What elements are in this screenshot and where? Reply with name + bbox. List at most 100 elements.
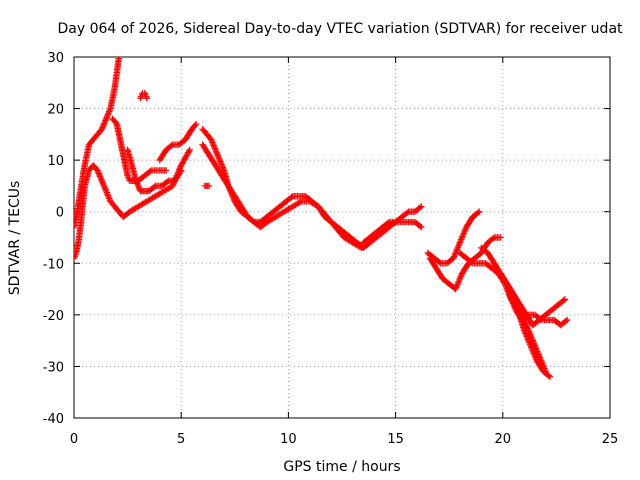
point-track-a-8 (102, 115, 110, 123)
x-tick-label-0: 0 (70, 432, 78, 447)
fill-track-g-2-3 (209, 140, 217, 148)
fill-track-g-4-5 (219, 164, 227, 171)
x-tick-label-2: 10 (280, 432, 297, 447)
fill-track-a-7-5 (101, 118, 109, 126)
fill-track-g-3-2 (213, 149, 220, 156)
series-track-i (201, 182, 213, 190)
y-tick-label-2: -20 (43, 309, 64, 324)
fill-track-q-4-4 (536, 315, 544, 323)
fill-track-b-9-4 (101, 183, 108, 190)
point-track-a-0 (74, 223, 78, 231)
fill-track-a-7-4 (101, 120, 108, 127)
fill-track-a-8-5 (106, 108, 113, 115)
point-track-j-9 (418, 203, 425, 210)
axes (73, 56, 611, 419)
grid (74, 57, 610, 418)
fill-track-q-2-4 (524, 312, 531, 320)
series-track-m (426, 234, 504, 293)
fill-track-d-5-4 (150, 183, 158, 191)
fill-track-b-10-4 (105, 193, 112, 201)
y-tick-label-6: 20 (47, 103, 64, 118)
y-tick-label-0: -40 (43, 412, 64, 427)
series-track-d (124, 146, 185, 195)
fill-track-h-13-5 (296, 199, 304, 206)
fill-track-g-3-3 (214, 151, 221, 158)
fill-track-c-10-4 (146, 168, 154, 175)
point-track-g-4 (216, 156, 223, 164)
plot-area (74, 57, 571, 380)
y-tick-label-4: 0 (56, 206, 64, 221)
y-tick-label-3: -10 (43, 257, 64, 272)
point-track-b-10 (102, 187, 110, 195)
point-track-a-7 (98, 126, 106, 133)
x-tick-label-5: 25 (602, 432, 619, 447)
fill-track-q-8-4 (562, 317, 570, 325)
fill-track-g-2-2 (209, 139, 216, 146)
series-track-c (109, 115, 170, 184)
fill-track-d-2-4 (135, 183, 142, 190)
fill-track-a-8-4 (105, 109, 112, 117)
fill-track-g-2-5 (211, 143, 218, 151)
fill-track-b-9-6 (102, 186, 109, 193)
point-track-o-10 (542, 368, 549, 375)
fill-track-b-10-3 (104, 192, 112, 199)
fill-track-g-2-4 (210, 142, 217, 149)
point-track-m-11 (497, 234, 504, 241)
chart-title: Day 064 of 2026, Sidereal Day-to-day VTE… (57, 21, 623, 37)
fill-track-g-4-3 (218, 161, 225, 168)
fill-track-g-3-5 (215, 153, 222, 161)
series-track-l (424, 208, 483, 267)
point-track-c-13 (162, 167, 170, 174)
point-track-q-9 (563, 316, 571, 324)
point-track-n-14 (546, 373, 554, 380)
x-tick-label-4: 20 (495, 432, 512, 447)
series-track-e (137, 89, 151, 102)
fill-track-b-8-3 (96, 171, 103, 179)
y-axis-label: SDTVAR / TECUs (7, 181, 23, 296)
fill-track-d-9-7 (177, 168, 184, 175)
series-track-h (199, 141, 365, 252)
point-track-b-0 (74, 254, 78, 262)
fill-track-d-2-3 (134, 181, 142, 189)
series-track-q (506, 291, 571, 329)
fill-track-a-8-1 (103, 114, 110, 121)
fill-track-b-8-5 (97, 174, 104, 182)
point-track-g-2 (208, 136, 215, 143)
fill-track-g-3-4 (214, 152, 222, 159)
fill-track-g-2-6 (211, 145, 219, 152)
fill-track-b-8-1 (94, 168, 102, 176)
fill-track-b-8-4 (96, 173, 104, 180)
fill-track-g-2-1 (208, 137, 216, 145)
fill-track-a-7-1 (99, 124, 106, 131)
point-track-k-9 (418, 223, 425, 231)
fill-track-g-4-2 (217, 159, 225, 167)
point-track-d-2 (132, 177, 140, 184)
x-tick-label-3: 15 (387, 432, 404, 447)
fill-track-n-1-4 (468, 259, 475, 266)
fill-track-b-21-10 (185, 148, 193, 155)
fill-track-k-3-4 (384, 219, 392, 227)
y-tick-label-7: 30 (47, 51, 64, 66)
series-track-k (360, 218, 425, 246)
x-axis-label: GPS time / hours (283, 459, 400, 475)
series-track-b (74, 146, 193, 262)
point-track-i-1 (205, 182, 213, 190)
point-track-b-8 (94, 167, 101, 174)
y-tick-label-5: 10 (47, 154, 64, 169)
fill-track-a-8-6 (106, 106, 114, 114)
fill-track-m-9-4 (489, 235, 497, 242)
fill-track-b-10-5 (106, 195, 113, 202)
point-track-e-3 (143, 95, 151, 102)
fill-track-c-0-3 (112, 119, 120, 126)
fill-track-f-5-3 (191, 122, 199, 129)
tick-labels: 0 5 10 15 20 25 -40 -30 -20 -10 0 10 20 30 (43, 51, 619, 447)
fill-track-b-9-1 (99, 179, 106, 186)
x-tick-label-1: 5 (177, 432, 185, 447)
fill-track-g-4-1 (217, 158, 224, 165)
fill-track-d-2-1 (133, 179, 140, 186)
point-track-p-10 (561, 296, 569, 303)
fill-track-g-3-6 (215, 155, 223, 162)
fill-track-g-4-6 (220, 165, 227, 173)
fill-track-b-9-3 (100, 181, 107, 189)
